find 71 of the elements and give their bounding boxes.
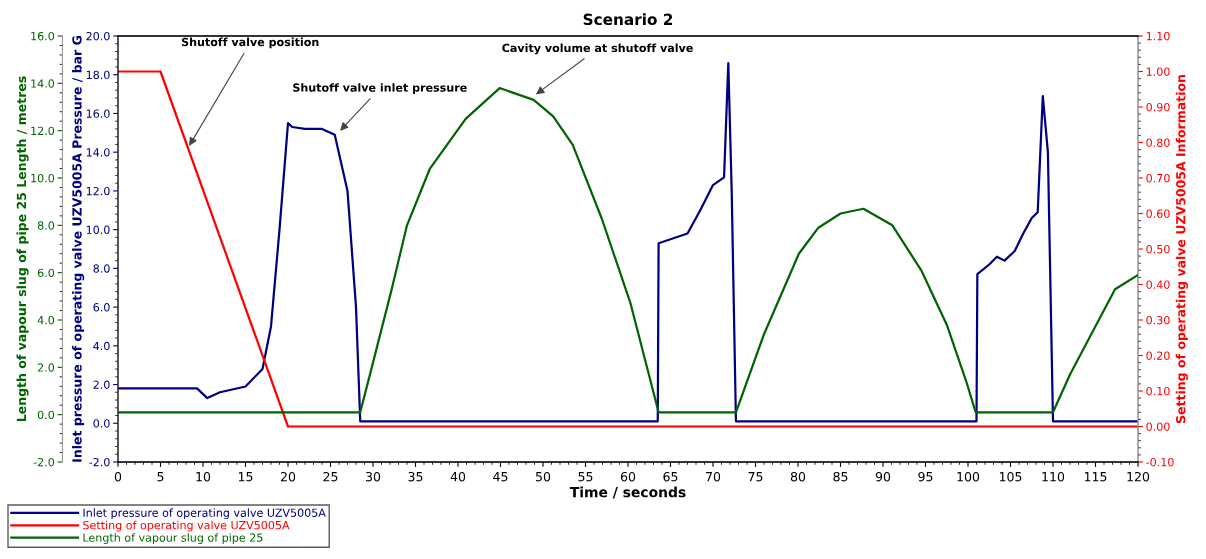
y2-tick-label: 0.40	[1146, 280, 1170, 289]
y-tick-label: 0.0	[93, 419, 110, 428]
y2-tick-label: 0.80	[1146, 138, 1170, 147]
x-tick-label: 105	[999, 471, 1022, 482]
y2-tick-label: 0.00	[1146, 422, 1170, 431]
y3-tick-label: 10.0	[31, 173, 55, 183]
x-tick-label: 10	[196, 471, 211, 482]
y-tick-label: 16.0	[86, 109, 110, 118]
x-axis-title: Time / seconds	[569, 486, 686, 499]
x-tick-label: 45	[493, 472, 508, 482]
y-tick-label: 20.0	[86, 31, 110, 41]
x-tick-label: 80	[790, 471, 806, 482]
y3-tick-label: 2.0	[37, 363, 55, 372]
y3-tick-label: 12.0	[31, 126, 55, 136]
y-tick-label: 18.0	[86, 70, 110, 80]
x-tick-label: 30	[366, 471, 381, 482]
x-tick-label: 40	[450, 471, 466, 482]
y3-tick-label: 0.0	[37, 410, 55, 420]
x-tick-label: 50	[536, 471, 551, 482]
x-tick-label: 15	[238, 472, 253, 482]
y2-tick-label: 0.90	[1146, 102, 1170, 112]
x-tick-label: 35	[408, 471, 423, 482]
x-tick-label: 20	[280, 471, 296, 482]
y3-tick-label: 14.0	[31, 79, 55, 88]
y-tick-label: 12.0	[86, 186, 110, 196]
x-tick-label: 25	[323, 471, 338, 482]
y-tick-label: 2.0	[93, 380, 110, 389]
y-tick-label: 6.0	[93, 303, 110, 312]
y-tick-label: 14.0	[86, 148, 110, 157]
x-tick-label: 120	[1127, 471, 1150, 482]
y2-axis-title: Setting of operating valve UZV5005A Information	[1175, 75, 1188, 424]
text: Setting of operating valve UZV5005A	[83, 520, 290, 532]
x-tick-label: 115	[1084, 472, 1107, 482]
y3-tick-label: 16.0	[31, 31, 55, 41]
y2-tick-label: 0.60	[1146, 209, 1170, 218]
x-tick-label: 5	[157, 472, 164, 482]
y2-tick-label: 1.10	[1146, 31, 1170, 41]
x-tick-label: 0	[114, 471, 122, 482]
x-tick-label: 55	[578, 472, 593, 482]
y-tick-label: 4.0	[93, 341, 110, 351]
y2-tick-label: 0.30	[1146, 315, 1170, 325]
y3-tick-label: 4.0	[37, 315, 55, 325]
y3-tick-label: 6.0	[37, 268, 55, 278]
x-tick-label: 75	[748, 472, 763, 482]
y-axis-title: Inlet pressure of operating valve UZV5005A Pressure / bar G	[72, 36, 85, 462]
y-tick-label: -2.0	[89, 457, 110, 467]
text: Inlet pressure of operating valve UZV5005A	[83, 508, 326, 520]
y2-tick-label: 0.50	[1146, 244, 1170, 254]
x-tick-label: 60	[620, 471, 636, 482]
chart-title: Scenario 2	[583, 13, 673, 26]
x-tick-label: 100	[957, 471, 980, 482]
y2-tick-label: 0.20	[1146, 351, 1170, 360]
y2-tick-label: 0.10	[1146, 386, 1170, 396]
y2-tick-label: -0.10	[1146, 457, 1174, 467]
annotation: Shutoff valve position	[181, 37, 319, 49]
y3-axis-title: Length of vapour slug of pipe 25 Length / metres	[16, 76, 29, 422]
annotation: Cavity volume at shutoff valve	[502, 43, 693, 55]
text: Length of vapour slug of pipe 25	[83, 533, 263, 544]
y3-tick-label: 8.0	[37, 221, 55, 230]
x-tick-label: 110	[1042, 471, 1065, 482]
annotation: Shutoff valve inlet pressure	[293, 83, 467, 94]
y-tick-label: 8.0	[93, 264, 110, 273]
y-tick-label: 10.0	[86, 225, 110, 235]
y2-tick-label: 0.70	[1146, 173, 1170, 183]
y3-tick-label: -2.0	[33, 457, 55, 467]
x-tick-label: 90	[875, 471, 891, 482]
y2-tick-label: 1.00	[1146, 67, 1170, 76]
x-tick-label: 85	[833, 471, 848, 482]
x-tick-label: 65	[663, 471, 678, 482]
x-tick-label: 95	[918, 471, 933, 482]
x-tick-label: 70	[706, 471, 721, 482]
